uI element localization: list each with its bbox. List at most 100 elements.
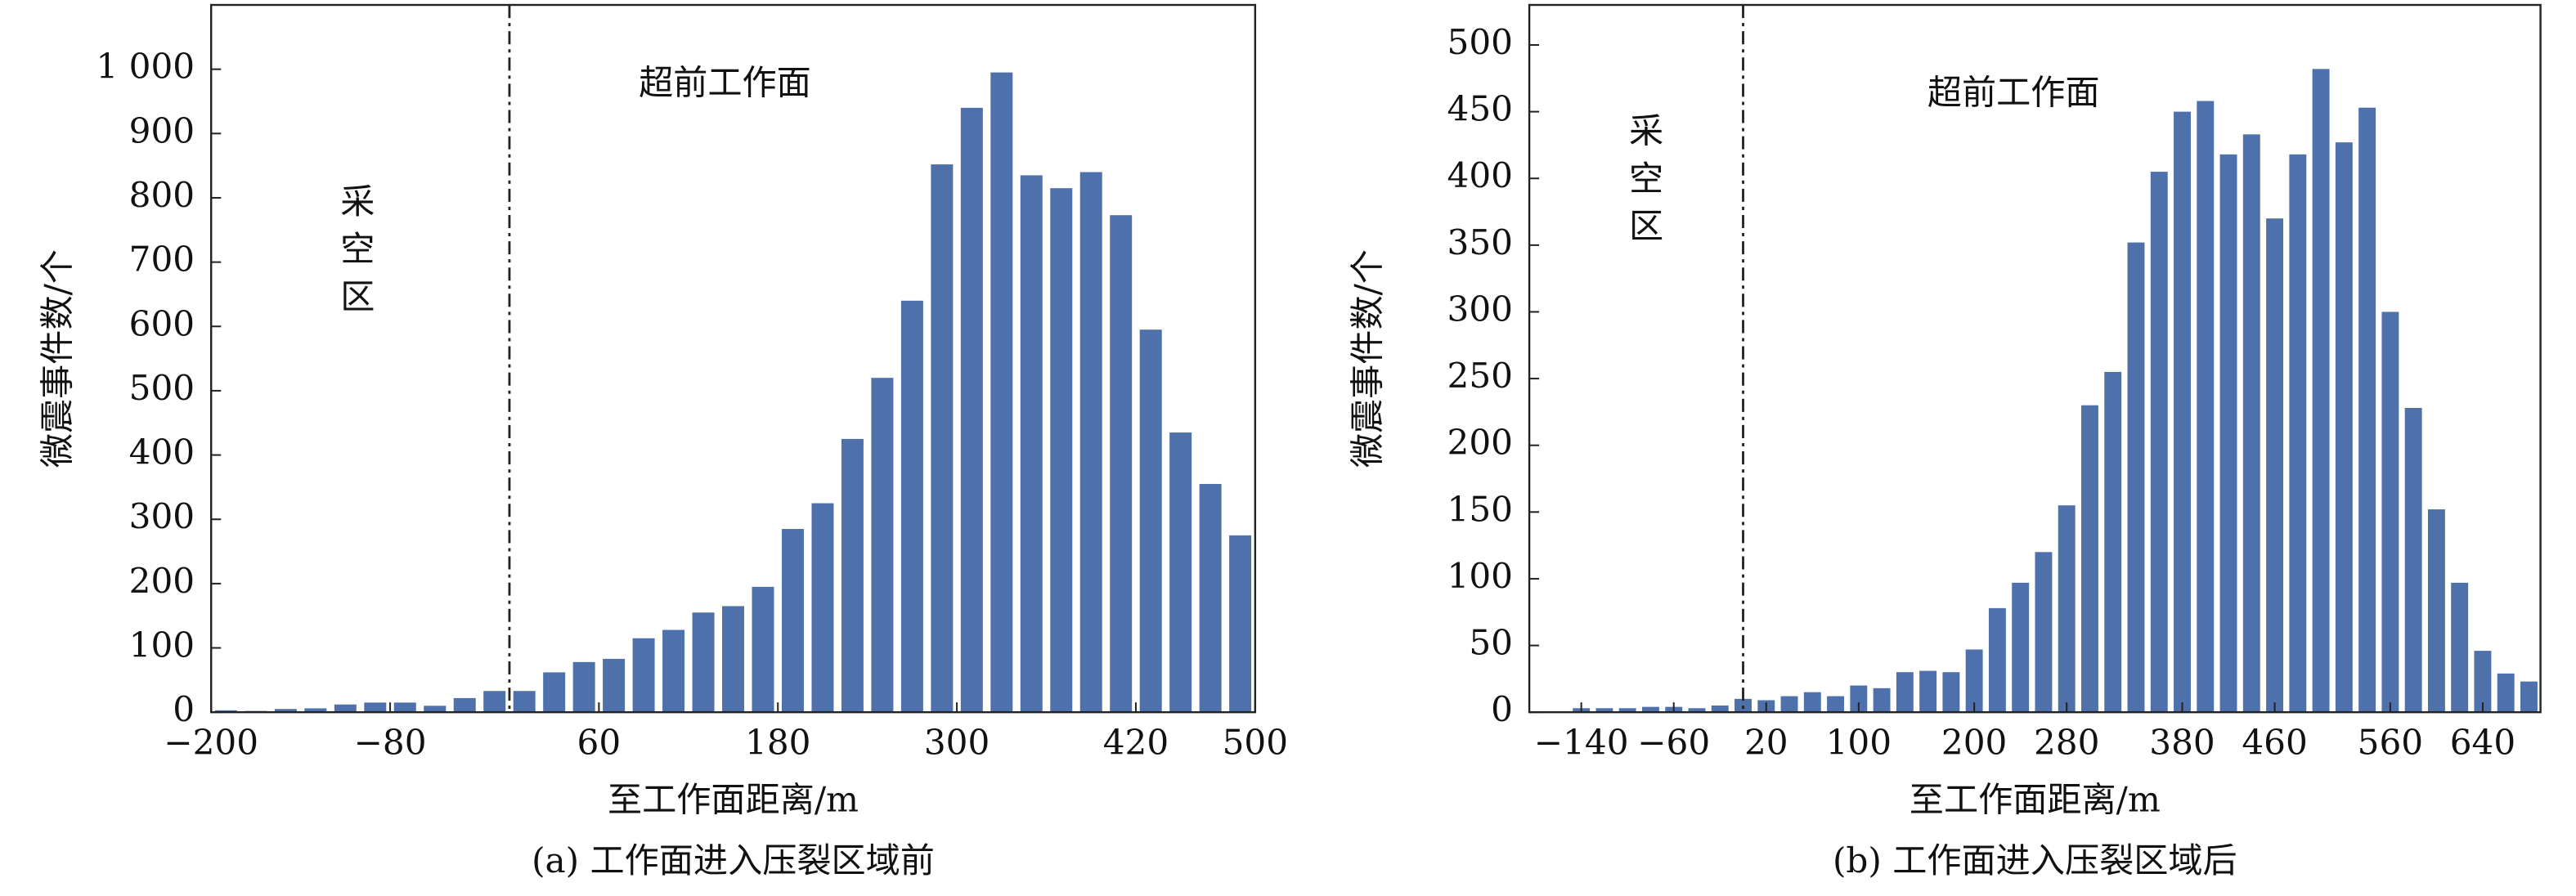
- y-tick-label: 300: [1447, 289, 1513, 329]
- x-tick-label: 640: [2450, 722, 2515, 762]
- x-tick-label: 500: [1223, 722, 1288, 762]
- bar: [1110, 215, 1133, 713]
- bar: [1919, 670, 1937, 713]
- bar: [1688, 708, 1706, 713]
- bar: [1988, 607, 2006, 713]
- bar: [1850, 685, 1868, 713]
- bar: [781, 529, 804, 713]
- caption: (b) 工作面进入压裂区域后: [1833, 840, 2237, 880]
- x-axis-label: 至工作面距离/m: [608, 780, 859, 820]
- annotation: 超前工作面: [639, 62, 811, 102]
- y-tick-label: 100: [129, 625, 195, 665]
- bar: [543, 672, 566, 713]
- bar: [1780, 696, 1798, 713]
- bar: [2381, 311, 2399, 713]
- bar: [632, 638, 655, 713]
- y-tick-label: 800: [129, 175, 195, 215]
- y-tick-label: 400: [129, 432, 195, 473]
- x-tick-label: −140: [1534, 722, 1629, 762]
- y-tick-label: 400: [1447, 155, 1513, 195]
- bar: [841, 438, 864, 713]
- bar: [662, 629, 685, 713]
- bar: [1199, 483, 1222, 713]
- plot-frame: [209, 3, 1257, 714]
- y-axis-label: 微震事件数/个: [38, 249, 78, 468]
- bar: [2104, 371, 2122, 713]
- y-tick-label: 700: [129, 240, 195, 280]
- x-tick-label: 300: [924, 722, 990, 762]
- bar: [1965, 649, 1983, 713]
- bar: [572, 661, 595, 713]
- y-tick-label: 250: [1447, 356, 1513, 396]
- bar: [1169, 432, 1192, 713]
- x-tick-label: 180: [745, 722, 810, 762]
- bar: [1595, 708, 1613, 713]
- bar: [2289, 154, 2307, 713]
- x-axis-label: 至工作面距离/m: [1910, 780, 2161, 820]
- bar: [990, 72, 1013, 713]
- y-tick-label: 900: [129, 110, 195, 150]
- bar: [752, 586, 774, 713]
- bar: [304, 708, 327, 713]
- x-tick-label: 560: [2358, 722, 2423, 762]
- y-axis-label: 微震事件数/个: [1347, 249, 1387, 468]
- bar: [2081, 405, 2098, 713]
- y-tick-label: 50: [1469, 623, 1513, 663]
- y-tick-label: 600: [129, 303, 195, 343]
- x-tick-label: 20: [1744, 722, 1788, 762]
- bar: [453, 697, 476, 713]
- bar: [603, 658, 626, 713]
- bar: [900, 300, 923, 713]
- bar: [513, 691, 536, 713]
- bar: [2451, 582, 2469, 713]
- y-tick-label: 500: [1447, 22, 1513, 62]
- bar: [2474, 651, 2492, 713]
- annotation-vertical: 采空区: [335, 183, 375, 326]
- y-tick-label: 300: [129, 496, 195, 536]
- x-tick-label: −60: [1637, 722, 1710, 762]
- bar: [2266, 218, 2284, 713]
- bar: [2150, 172, 2168, 713]
- bar: [1020, 175, 1043, 713]
- bar: [1827, 696, 1845, 713]
- y-tick-label: 450: [1447, 89, 1513, 129]
- bar: [1942, 672, 1960, 713]
- bar: [1139, 329, 1162, 713]
- y-tick-label: 200: [129, 561, 195, 601]
- bar: [2058, 505, 2076, 713]
- plot-frame: [1528, 3, 2542, 714]
- x-tick-label: −200: [164, 722, 258, 762]
- bar: [2358, 107, 2376, 713]
- y-tick-label: 0: [1491, 689, 1513, 729]
- bar: [1711, 706, 1729, 713]
- x-tick-label: 460: [2242, 722, 2307, 762]
- annotation-vertical: 采空区: [1624, 113, 1664, 256]
- bar: [960, 107, 983, 713]
- bar: [2012, 582, 2030, 713]
- bar: [1803, 692, 1821, 713]
- bar: [2197, 101, 2215, 713]
- bar: [1873, 688, 1891, 713]
- bar: [2219, 154, 2237, 713]
- y-tick-label: 200: [1447, 423, 1513, 463]
- bar: [811, 503, 834, 713]
- y-tick-label: 100: [1447, 556, 1513, 596]
- x-tick-label: 280: [2034, 722, 2099, 762]
- bar: [2312, 69, 2330, 713]
- x-tick-label: −80: [354, 722, 427, 762]
- bar: [424, 706, 447, 713]
- bar: [1735, 698, 1752, 713]
- bar: [1642, 706, 1659, 713]
- bar: [1079, 172, 1102, 713]
- bar: [1050, 188, 1073, 713]
- annotation: 超前工作面: [1928, 72, 2100, 112]
- bar: [1229, 535, 1252, 713]
- y-tick-label: 150: [1447, 489, 1513, 529]
- bar: [393, 702, 416, 713]
- bar: [2035, 552, 2053, 713]
- bar: [2127, 242, 2145, 713]
- x-tick-label: 60: [577, 722, 622, 762]
- y-tick-label: 500: [129, 368, 195, 408]
